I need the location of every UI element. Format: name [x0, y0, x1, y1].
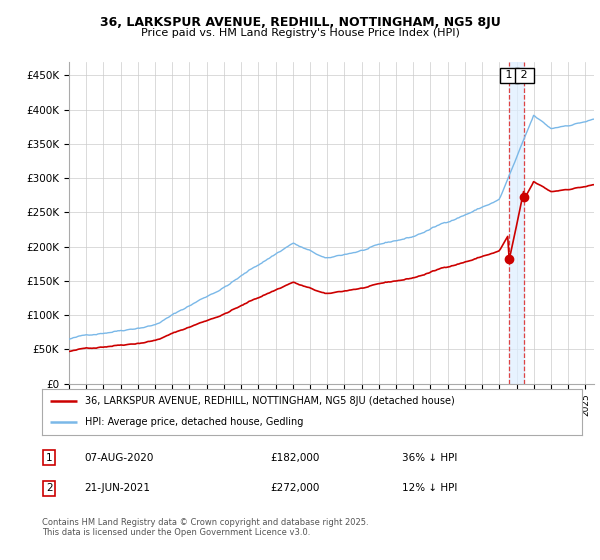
Text: 1: 1 [46, 452, 53, 463]
Text: Contains HM Land Registry data © Crown copyright and database right 2025.
This d: Contains HM Land Registry data © Crown c… [42, 518, 368, 538]
Text: Price paid vs. HM Land Registry's House Price Index (HPI): Price paid vs. HM Land Registry's House … [140, 28, 460, 38]
Text: 36, LARKSPUR AVENUE, REDHILL, NOTTINGHAM, NG5 8JU: 36, LARKSPUR AVENUE, REDHILL, NOTTINGHAM… [100, 16, 500, 29]
Text: 2: 2 [46, 483, 53, 493]
Text: 07-AUG-2020: 07-AUG-2020 [84, 452, 154, 463]
Text: £182,000: £182,000 [270, 452, 319, 463]
Text: £272,000: £272,000 [270, 483, 319, 493]
Bar [509, 62, 524, 384]
Text: HPI: Average price, detached house, Gedling: HPI: Average price, detached house, Gedl… [85, 417, 304, 427]
Text: 2: 2 [517, 71, 532, 80]
Text: 1: 1 [502, 71, 517, 80]
Text: 36% ↓ HPI: 36% ↓ HPI [402, 452, 457, 463]
Text: 36, LARKSPUR AVENUE, REDHILL, NOTTINGHAM, NG5 8JU (detached house): 36, LARKSPUR AVENUE, REDHILL, NOTTINGHAM… [85, 396, 455, 406]
Text: 21-JUN-2021: 21-JUN-2021 [84, 483, 150, 493]
Text: 12% ↓ HPI: 12% ↓ HPI [402, 483, 457, 493]
